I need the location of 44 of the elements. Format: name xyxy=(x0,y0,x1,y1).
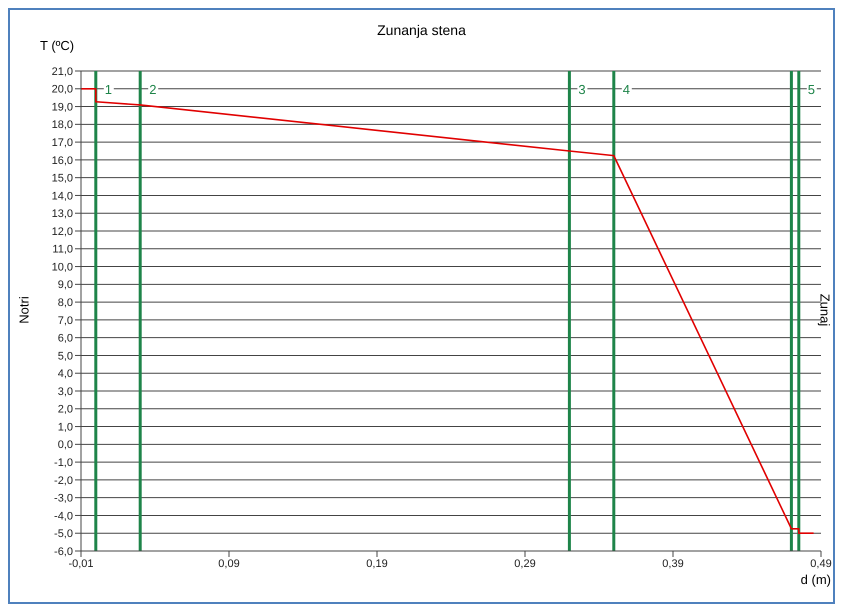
x-tick-label: 0,19 xyxy=(366,558,388,570)
y-tick-label: 18,0 xyxy=(52,119,73,132)
y-tick-label: 15,0 xyxy=(52,172,73,185)
y-tick-label: 13,0 xyxy=(52,208,73,220)
y-tick-label: 1,0 xyxy=(58,421,73,434)
x-tick-label: -0,01 xyxy=(68,558,94,570)
y-tick-label: 12,0 xyxy=(52,226,73,238)
y-tick-label: -3,0 xyxy=(54,492,73,505)
y-tick-label: 20,0 xyxy=(52,84,73,96)
y-tick-label: 2,0 xyxy=(58,404,73,416)
y-tick-label: 14,0 xyxy=(52,190,73,202)
chart-title: Zunanja stena xyxy=(376,22,467,38)
annotation: 2 xyxy=(149,82,156,97)
x-tick-label: 0,09 xyxy=(218,558,240,570)
y-tick-label: 17,0 xyxy=(52,137,73,150)
x-axis-title: d (m) xyxy=(800,572,831,587)
y-tick-label: 3,0 xyxy=(58,386,73,398)
annotation: 1 xyxy=(104,82,112,97)
y-tick-label: 16,0 xyxy=(52,154,73,167)
y-tick-label: 11,0 xyxy=(52,244,73,256)
y-tick-label: -6,0 xyxy=(54,546,73,558)
y-tick-label: 19,0 xyxy=(52,101,73,114)
text: Notri xyxy=(16,296,32,324)
y-tick-label: 0,0 xyxy=(58,439,73,452)
y-tick-label: 6,0 xyxy=(58,332,73,345)
y-tick-label: 8,0 xyxy=(58,297,73,310)
y-tick-label: 4,0 xyxy=(58,368,73,380)
y-tick-label: 10,0 xyxy=(52,261,73,274)
x-tick-label: 0,49 xyxy=(810,558,832,570)
x-tick-label: 0,39 xyxy=(662,558,684,570)
y-tick-label: -2,0 xyxy=(54,474,73,487)
y-axis-title: T (ºC) xyxy=(40,38,74,53)
y-tick-label: -5,0 xyxy=(54,528,73,540)
y-tick-label: -4,0 xyxy=(54,510,73,522)
y-tick-label: 7,0 xyxy=(58,314,73,327)
y-tick-label: 5,0 xyxy=(58,350,73,362)
annotation: 3 xyxy=(578,82,586,97)
y-tick-label: 21,0 xyxy=(52,66,73,78)
x-tick-label: 0,29 xyxy=(514,558,536,570)
annotation: Zunaj xyxy=(818,294,832,326)
y-tick-label: -1,0 xyxy=(54,457,73,470)
annotation: 4 xyxy=(622,82,630,97)
annotation: 5 xyxy=(808,82,816,97)
y-tick-label: 9,0 xyxy=(58,279,73,292)
